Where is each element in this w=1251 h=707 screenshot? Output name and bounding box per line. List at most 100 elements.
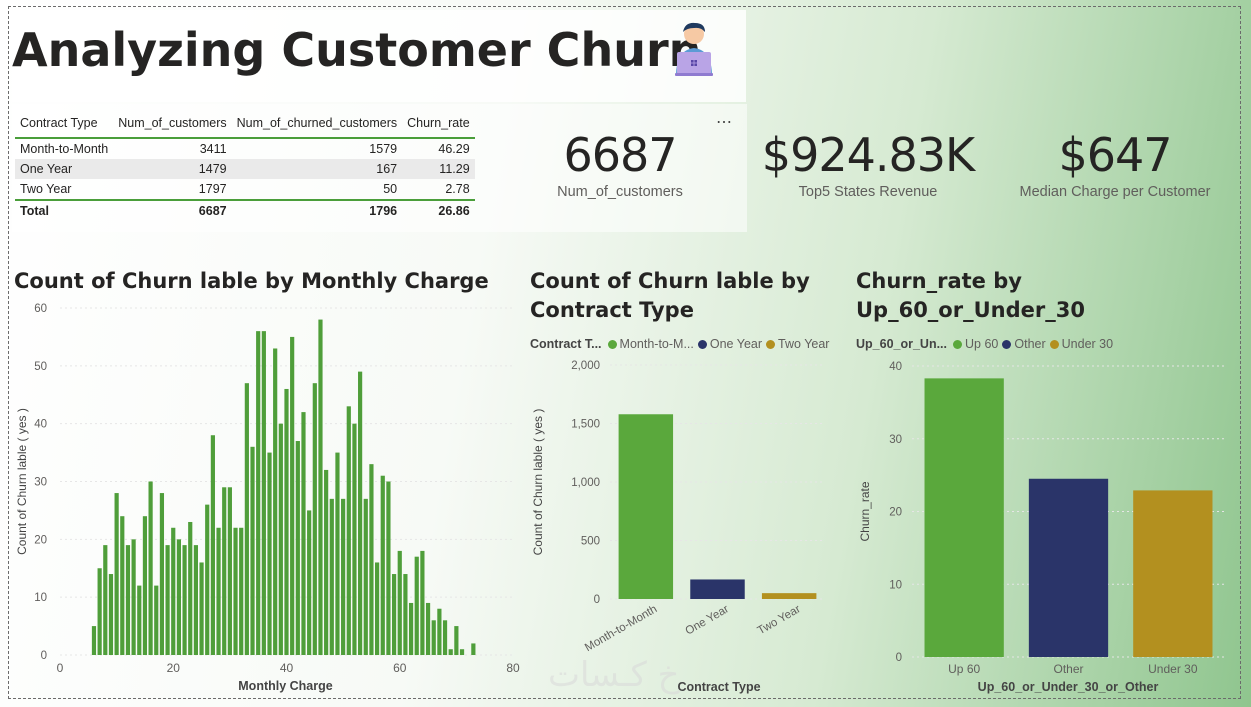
table-cell: 1479 — [113, 159, 232, 179]
x-tick-label: Month-to-Month — [583, 603, 659, 654]
kpi-value: $924.83K — [761, 128, 975, 182]
legend-item[interactable]: Under 30 — [1049, 337, 1113, 351]
y-tick-label: 1,000 — [571, 477, 600, 489]
histogram-bar — [142, 516, 148, 655]
histogram-bar — [188, 521, 193, 655]
x-tick-label: 40 — [280, 661, 294, 675]
table-cell: Month-to-Month — [20, 142, 109, 156]
histogram-bar — [414, 556, 419, 655]
histogram-bar — [358, 371, 363, 655]
histogram-bar — [91, 626, 97, 655]
kpi-value: 6687 — [563, 128, 677, 182]
histogram-bar — [148, 481, 153, 655]
histogram-bar — [290, 336, 295, 655]
x-tick-label: Under 30 — [1148, 662, 1198, 676]
histogram-bar — [454, 626, 459, 655]
histogram-bar — [295, 441, 300, 655]
y-tick-label: 0 — [896, 652, 902, 664]
y-axis-label: Count of Churn lable ( yes ) — [15, 408, 29, 555]
column-header[interactable]: Num_of_churned_customers — [231, 109, 403, 139]
x-tick-label: 20 — [167, 661, 181, 675]
histogram-bar — [205, 504, 210, 655]
histogram-bar — [239, 527, 244, 655]
legend-item[interactable]: One Year — [697, 337, 762, 351]
legend-dot-icon — [953, 339, 963, 349]
legend-dot-icon — [1002, 339, 1012, 349]
legend-item[interactable]: Other — [1002, 337, 1046, 351]
histogram-bar — [341, 498, 346, 655]
legend-item[interactable]: Up 60 — [953, 337, 998, 351]
histogram-bar — [131, 539, 136, 655]
histogram-bar — [380, 475, 385, 655]
table-cell: Two Year — [20, 182, 72, 196]
histogram-bar — [420, 550, 425, 655]
table-cell: One Year — [15, 159, 114, 179]
kpi-label: Top5 States Revenue — [798, 184, 938, 200]
histogram-bar — [114, 493, 119, 655]
histogram-bar — [159, 493, 165, 655]
table-header-row: Contract Type Num_of_customers Num_of_ch… — [15, 109, 475, 139]
histogram-bar — [352, 423, 357, 655]
kpi-label: Median Charge per Customer — [1019, 184, 1211, 200]
dashboard-frame — [8, 6, 1241, 699]
kpi-label: Num_of_customers — [557, 184, 683, 200]
column-header[interactable]: Churn_rate — [402, 109, 475, 139]
kpi-revenue: $924.83K Top5 States Revenue — [748, 128, 988, 202]
legend-title: Up_60_or_Un... — [856, 337, 948, 351]
y-tick-label: 1,500 — [571, 419, 600, 431]
churn-rate-legend: Up_60_or_Un... Up 60 Other Under 30 — [856, 337, 1117, 351]
histogram-bar — [459, 649, 465, 655]
bar — [618, 414, 674, 599]
histogram-bar — [307, 510, 312, 655]
kpi-value: $647 — [1058, 128, 1172, 182]
column-header[interactable]: Contract Type — [15, 109, 114, 139]
bar — [1133, 490, 1213, 657]
histogram-bar — [335, 452, 340, 655]
legend-dot-icon — [766, 339, 776, 349]
x-axis-label: Up_60_or_Under_30_or_Other — [978, 680, 1159, 694]
y-tick-label: 20 — [889, 507, 902, 519]
watermark-logo: خ كـسات — [548, 655, 680, 695]
table-row: Month-to-Month 3411 1579 46.29 — [15, 138, 475, 159]
histogram-bar — [250, 446, 255, 655]
y-axis-label: Churn_rate — [858, 481, 872, 541]
table-cell: 1797 — [198, 182, 227, 196]
column-header[interactable]: Num_of_customers — [113, 109, 232, 139]
legend-item[interactable]: Two Year — [766, 337, 829, 351]
table-cell: 26.86 — [402, 199, 475, 221]
histogram-bar — [193, 545, 198, 655]
y-tick-label: 10 — [889, 579, 902, 591]
y-tick-label: 40 — [34, 419, 47, 431]
histogram-bar — [278, 423, 283, 655]
histogram-bar — [182, 545, 187, 655]
contract-chart-title: Count of Churn lable by Contract Type — [530, 269, 810, 322]
y-tick-label: 2,000 — [571, 360, 600, 372]
y-tick-label: 50 — [34, 361, 47, 373]
table-row: Two Year 1797 50 2.78 — [15, 179, 475, 200]
histogram-bar — [273, 348, 278, 655]
more-options-icon[interactable]: … — [716, 108, 733, 127]
histogram-bar — [375, 562, 380, 655]
x-tick-label: 60 — [393, 661, 407, 675]
bar — [690, 579, 745, 599]
y-tick-label: 40 — [889, 361, 902, 373]
histogram-bar — [97, 568, 102, 655]
y-tick-label: 60 — [34, 303, 47, 315]
y-tick-label: 0 — [41, 650, 47, 662]
y-tick-label: 10 — [34, 592, 47, 604]
user-avatar-icon — [675, 22, 713, 76]
legend-item[interactable]: Month-to-M... — [607, 337, 694, 351]
histogram-bar — [346, 406, 351, 655]
legend-label: Two Year — [778, 337, 830, 351]
table-cell: 1796 — [231, 199, 403, 221]
histogram-bar — [165, 545, 170, 655]
histogram-bar — [154, 585, 159, 655]
histogram-bar — [312, 383, 317, 655]
legend-label: Other — [1014, 337, 1046, 351]
y-tick-label: 0 — [594, 594, 600, 606]
kpi-customers: 6687 Num_of_customers — [520, 128, 720, 202]
histogram-bar — [431, 620, 436, 655]
histogram-bar — [386, 481, 391, 655]
histogram-bar — [267, 452, 272, 655]
histogram-bar — [471, 643, 476, 655]
